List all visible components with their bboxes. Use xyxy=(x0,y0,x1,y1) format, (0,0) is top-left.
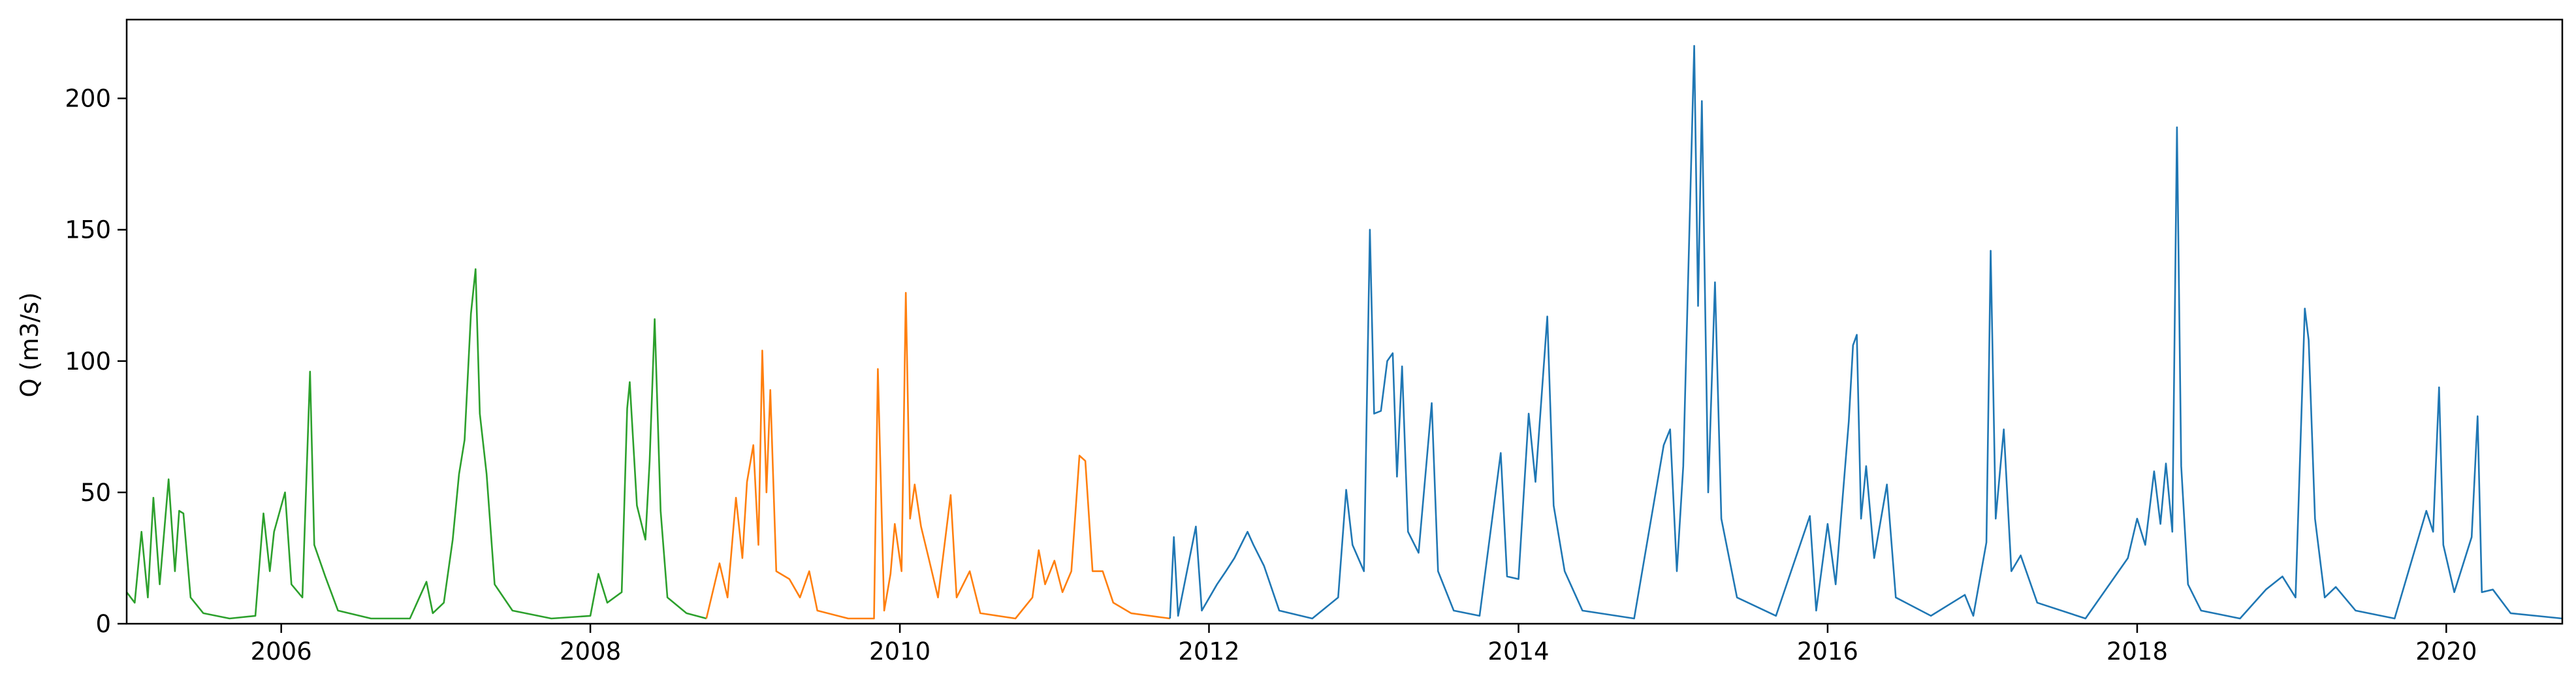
y-tick-label-0: 0 xyxy=(95,610,111,638)
series-layer xyxy=(125,44,2563,620)
x-tick-label-2006: 2006 xyxy=(251,637,312,666)
y-tick-label-100: 100 xyxy=(65,347,111,376)
y-tick-label-150: 150 xyxy=(65,216,111,244)
y-tick-label-200: 200 xyxy=(65,85,111,113)
x-tick-label-2020: 2020 xyxy=(2415,637,2477,666)
x-tick-label-2014: 2014 xyxy=(1487,637,1549,666)
x-tick-label-2018: 2018 xyxy=(2107,637,2168,666)
y-axis: 0 50 100 150 200 xyxy=(65,85,127,638)
plot-frame xyxy=(125,18,2564,625)
x-tick-label-2016: 2016 xyxy=(1797,637,1858,666)
x-axis: 2006 2008 2010 2012 2014 2016 2018 2020 xyxy=(251,624,2477,666)
series-line-3 xyxy=(1169,44,2563,620)
series-line-1 xyxy=(125,268,707,620)
x-tick-label-2012: 2012 xyxy=(1178,637,1239,666)
y-axis-label: Q (m3/s) xyxy=(16,292,44,397)
y-tick-label-50: 50 xyxy=(80,479,111,507)
x-tick-label-2010: 2010 xyxy=(869,637,930,666)
x-tick-label-2008: 2008 xyxy=(560,637,621,666)
series-line-2 xyxy=(705,292,1170,620)
